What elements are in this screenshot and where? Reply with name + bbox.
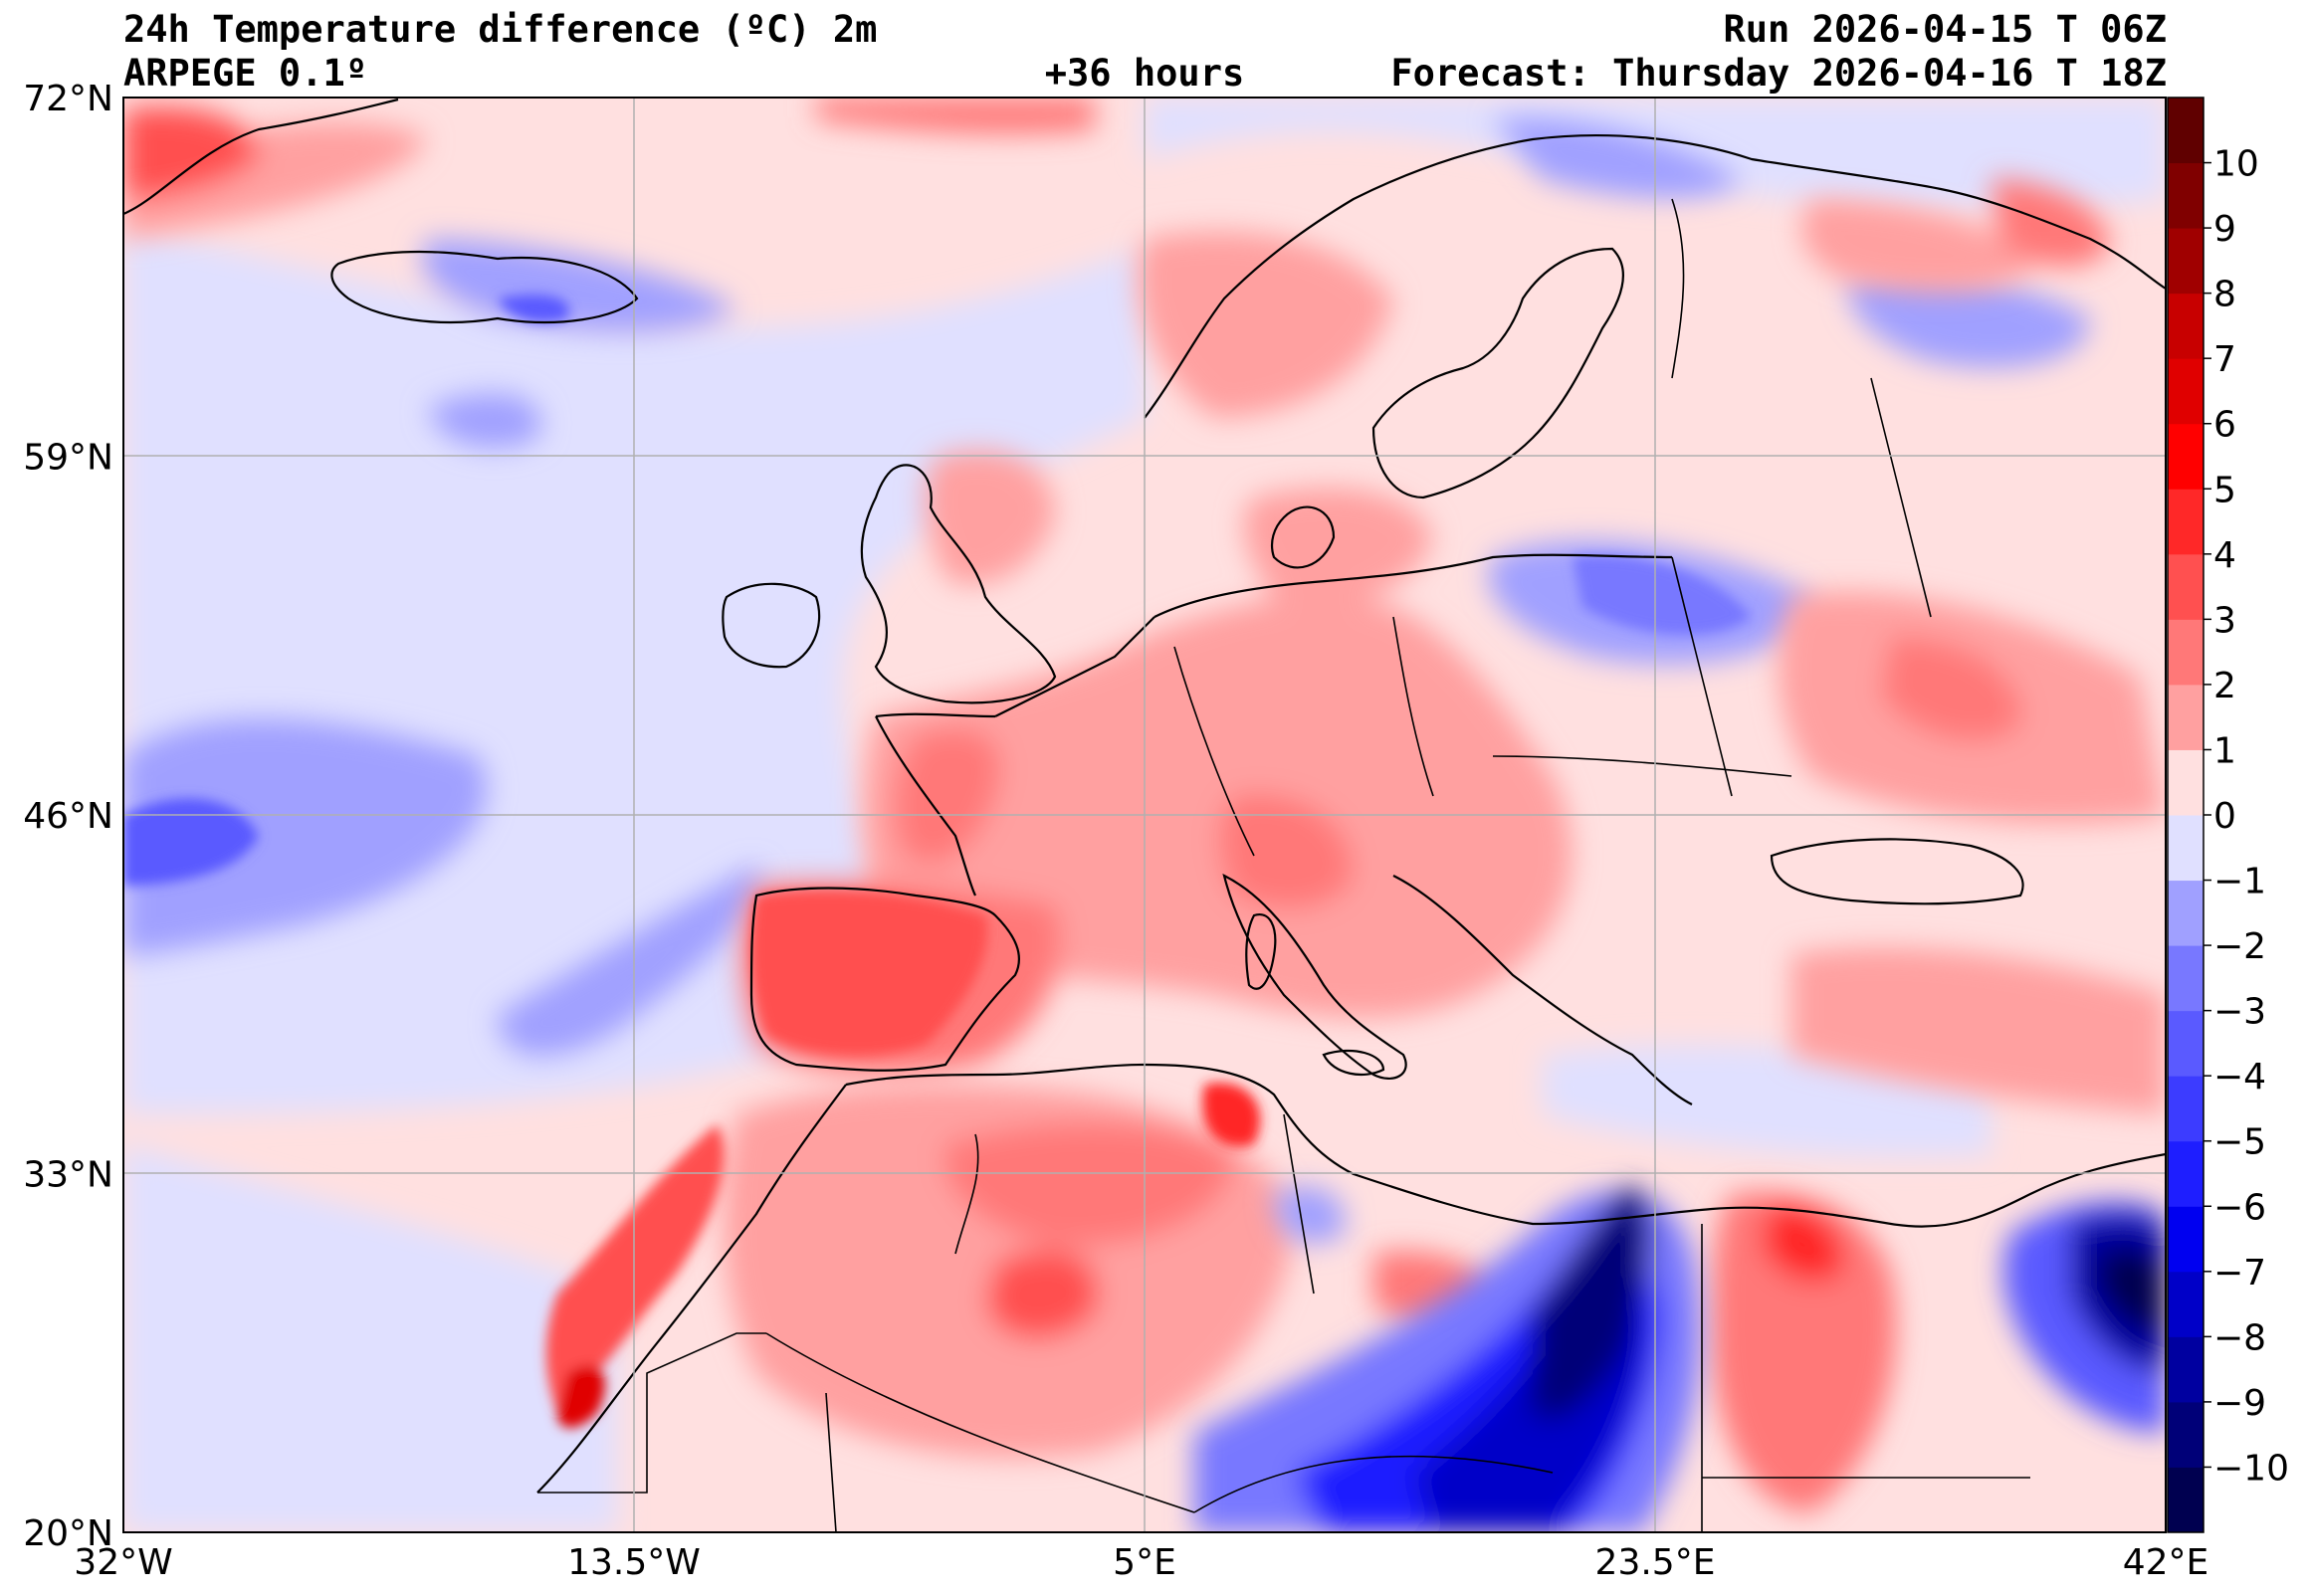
colorbar-segment	[2168, 162, 2204, 229]
colorbar-segment	[2168, 423, 2204, 490]
temperature-field	[123, 98, 2166, 1532]
colorbar-tick-label: −1	[2213, 862, 2266, 902]
lat-tick-label: 33°N	[23, 1155, 113, 1196]
colorbar-tick-label: 4	[2213, 535, 2236, 576]
chart-title: 24h Temperature difference (ºC) 2m	[123, 8, 878, 51]
colorbar-tick-label: 8	[2213, 275, 2236, 315]
colorbar-segment	[2168, 1140, 2204, 1207]
map-gridlines	[123, 98, 2166, 1532]
lon-tick-label: 5°E	[1113, 1542, 1176, 1583]
colorbar-segment	[2168, 1076, 2204, 1142]
run-label: Run 2026-04-15 T 06Z	[1723, 8, 2167, 51]
colorbar-segment	[2168, 749, 2204, 816]
lat-tick-label: 20°N	[23, 1513, 113, 1554]
colorbar-segment	[2168, 489, 2204, 555]
colorbar-tick-label: 0	[2213, 796, 2236, 837]
colorbar-tick-label: 3	[2213, 600, 2236, 641]
lon-tick-label: 23.5°E	[1595, 1542, 1716, 1583]
longitude-tick-labels: 32°W 13.5°W 5°E 23.5°E 42°E	[74, 1542, 2208, 1583]
map-frame	[122, 97, 2167, 1533]
colorbar-tick-label: −2	[2213, 926, 2266, 967]
colorbar-segment	[2168, 684, 2204, 750]
colorbar-tick-label: 6	[2213, 405, 2236, 446]
lon-tick-label: 32°W	[74, 1542, 172, 1583]
forecast-label: Forecast: Thursday 2026-04-16 T 18Z	[1390, 52, 2167, 95]
colorbar-tick-label: −9	[2213, 1383, 2266, 1424]
lat-tick-label: 46°N	[23, 796, 113, 837]
colorbar-segment	[2168, 619, 2204, 686]
colorbar-tick-label: −3	[2213, 992, 2266, 1033]
coastlines	[123, 98, 2166, 1532]
colorbar-segment	[2168, 1467, 2204, 1533]
colorbar-segment	[2168, 1010, 2204, 1077]
model-label: ARPEGE 0.1º	[123, 52, 368, 95]
colorbar-segment	[2168, 553, 2204, 620]
colorbar-tick-label: −5	[2213, 1122, 2266, 1163]
colorbar-segment	[2168, 1336, 2204, 1403]
lon-tick-label: 42°E	[2123, 1542, 2209, 1583]
colorbar-tick-label: 10	[2213, 144, 2259, 185]
lead-time-label: +36 hours	[1044, 52, 1245, 95]
colorbar-tick-label: −4	[2213, 1057, 2266, 1097]
colorbar-segment	[2168, 1401, 2204, 1468]
colorbar-segment	[2168, 228, 2204, 295]
latitude-tick-labels: 72°N 59°N 46°N 33°N 20°N	[23, 79, 113, 1554]
lon-tick-label: 13.5°W	[567, 1542, 701, 1583]
colorbar-segment	[2168, 358, 2204, 425]
colorbar-tick-label: −7	[2213, 1253, 2266, 1294]
colorbar-segment	[2168, 945, 2204, 1012]
colorbar-tick-label: 1	[2213, 730, 2236, 771]
colorbar-segment	[2168, 293, 2204, 359]
colorbar-segment	[2168, 1271, 2204, 1337]
colorbar-segment	[2168, 1206, 2204, 1273]
colorbar-tick-label: −6	[2213, 1187, 2266, 1228]
colorbar-tick-label: 7	[2213, 339, 2236, 380]
lat-tick-label: 59°N	[23, 438, 113, 479]
colorbar-tick-label: −10	[2213, 1448, 2289, 1489]
colorbar-tick-label: 5	[2213, 470, 2236, 510]
colorbar-tick-label: 2	[2213, 666, 2236, 706]
colorbar-tick-label: 9	[2213, 209, 2236, 250]
colorbar-segment	[2168, 98, 2204, 164]
lat-tick-label: 72°N	[23, 79, 113, 119]
colorbar-tick-label: −8	[2213, 1317, 2266, 1358]
colorbar-segment	[2168, 815, 2204, 882]
colorbar-segment	[2168, 880, 2204, 946]
